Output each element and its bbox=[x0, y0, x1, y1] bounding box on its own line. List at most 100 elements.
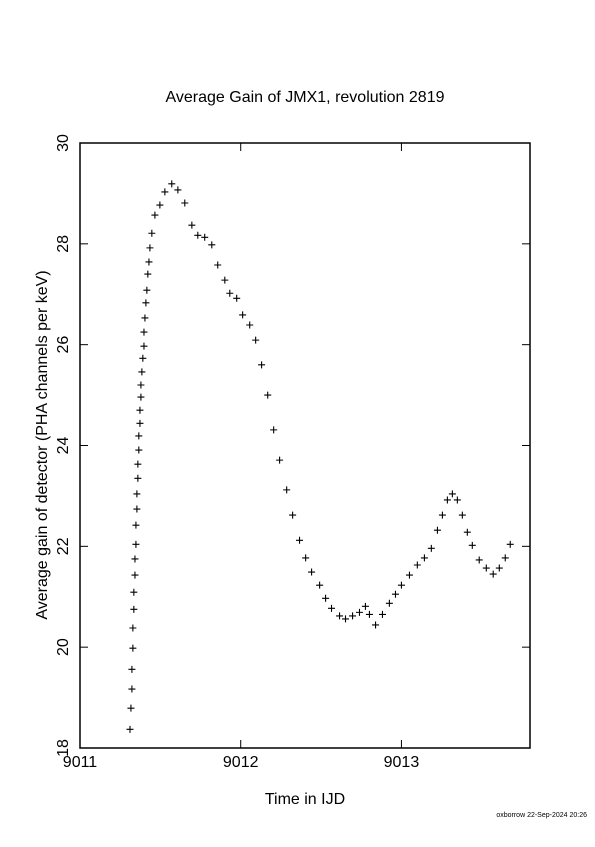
point bbox=[468, 541, 476, 549]
y-tick-label: 28 bbox=[55, 235, 72, 253]
point bbox=[391, 590, 399, 598]
point bbox=[258, 361, 266, 369]
point bbox=[438, 511, 446, 519]
point bbox=[131, 555, 139, 563]
point bbox=[482, 564, 490, 572]
point bbox=[132, 521, 140, 529]
point bbox=[140, 342, 148, 350]
point bbox=[140, 328, 148, 336]
point bbox=[143, 286, 151, 294]
point bbox=[413, 561, 421, 569]
point bbox=[336, 612, 344, 620]
y-tick-label: 30 bbox=[55, 134, 72, 152]
x-tick-label: 9011 bbox=[63, 754, 98, 771]
point bbox=[156, 201, 164, 209]
point bbox=[397, 581, 405, 589]
x-tick-label: 9012 bbox=[223, 754, 259, 771]
point bbox=[239, 311, 247, 319]
point bbox=[133, 490, 141, 498]
point bbox=[146, 244, 154, 252]
point bbox=[226, 289, 234, 297]
point bbox=[316, 581, 324, 589]
chart-title: Average Gain of JMX1, revolution 2819 bbox=[166, 89, 445, 106]
y-tick-label: 20 bbox=[55, 638, 72, 656]
point bbox=[131, 571, 139, 579]
point bbox=[448, 490, 456, 498]
point bbox=[127, 704, 135, 712]
point bbox=[188, 221, 196, 229]
point bbox=[506, 540, 514, 548]
point bbox=[283, 486, 291, 494]
point bbox=[141, 314, 149, 322]
point bbox=[214, 261, 222, 269]
point bbox=[420, 554, 428, 562]
point bbox=[135, 432, 143, 440]
point bbox=[385, 599, 393, 607]
point bbox=[264, 391, 272, 399]
point bbox=[128, 685, 136, 693]
point bbox=[142, 299, 150, 307]
point bbox=[475, 556, 483, 564]
y-tick-label: 22 bbox=[55, 537, 72, 555]
point bbox=[443, 496, 451, 504]
y-tick-label: 26 bbox=[55, 336, 72, 354]
footer: oxborrow 22-Sep-2024 20:26 bbox=[496, 812, 587, 819]
point bbox=[181, 199, 189, 207]
point bbox=[168, 180, 176, 188]
point bbox=[342, 615, 349, 623]
point bbox=[135, 446, 143, 454]
point bbox=[174, 186, 182, 194]
y-tick-label: 24 bbox=[55, 437, 72, 455]
point bbox=[137, 393, 145, 401]
point bbox=[126, 725, 134, 733]
point bbox=[276, 456, 284, 464]
point bbox=[134, 474, 142, 482]
point bbox=[308, 568, 316, 576]
point bbox=[201, 233, 209, 241]
point bbox=[296, 536, 304, 544]
point bbox=[136, 406, 144, 414]
point bbox=[252, 336, 260, 344]
point bbox=[233, 294, 241, 302]
point bbox=[489, 570, 497, 578]
point bbox=[129, 624, 137, 632]
point bbox=[132, 540, 140, 548]
point bbox=[221, 276, 229, 284]
point bbox=[427, 544, 435, 552]
point bbox=[129, 644, 137, 652]
point bbox=[246, 321, 254, 329]
point bbox=[289, 511, 297, 519]
point bbox=[133, 505, 141, 513]
point bbox=[139, 354, 147, 362]
point bbox=[405, 571, 413, 579]
point bbox=[144, 270, 152, 278]
point bbox=[161, 188, 169, 196]
point bbox=[137, 381, 145, 389]
point bbox=[270, 426, 278, 434]
point bbox=[458, 511, 466, 519]
point bbox=[372, 621, 380, 629]
point bbox=[349, 612, 357, 620]
point bbox=[322, 594, 330, 602]
point bbox=[328, 604, 336, 612]
point bbox=[501, 554, 509, 562]
point bbox=[453, 496, 461, 504]
point bbox=[134, 460, 142, 468]
point bbox=[130, 605, 138, 613]
x-tick-label: 9013 bbox=[384, 754, 420, 771]
point bbox=[136, 419, 144, 427]
point bbox=[130, 588, 138, 596]
point bbox=[365, 610, 373, 618]
point bbox=[495, 564, 503, 572]
point bbox=[138, 368, 146, 376]
point bbox=[433, 526, 441, 534]
point bbox=[145, 258, 153, 266]
point bbox=[302, 554, 310, 562]
point bbox=[194, 231, 202, 239]
point bbox=[128, 665, 136, 673]
point bbox=[148, 229, 156, 237]
x-axis-label: Time in IJD bbox=[265, 791, 345, 808]
point bbox=[208, 241, 216, 249]
